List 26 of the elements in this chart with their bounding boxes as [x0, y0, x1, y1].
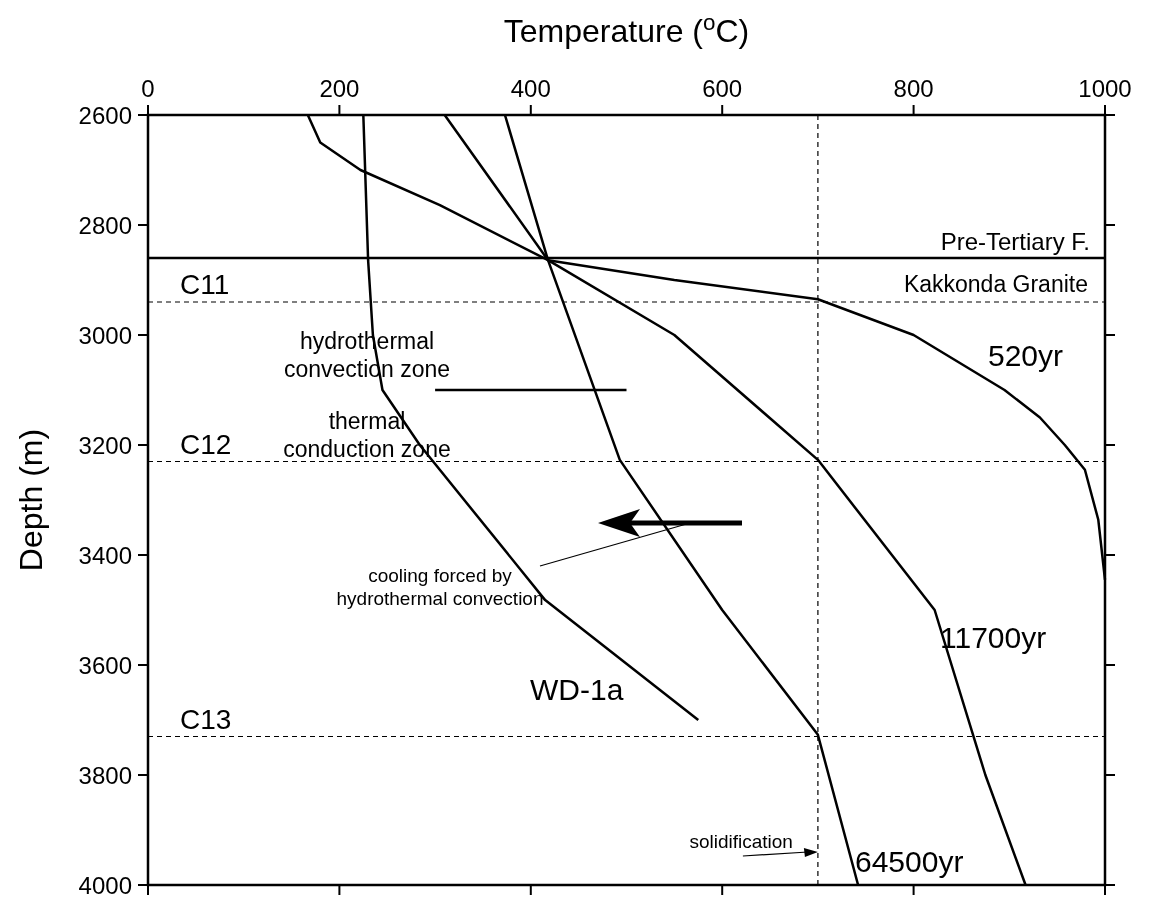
annotation: cooling forced by hydrothermal convection: [336, 565, 544, 609]
ref-line-label: C13: [180, 703, 232, 735]
x-axis-title: Temperature ($^{o}$C): [503, 9, 750, 49]
ref-line-label: C11: [180, 269, 230, 300]
x-tick-label: 1000: [1078, 75, 1132, 102]
series-label: WD-1a: [530, 673, 624, 706]
x-tick-label: 0: [141, 75, 155, 102]
x-tick-label: 600: [702, 75, 743, 102]
x-tick-label: 400: [510, 75, 551, 102]
y-tick-label: 3200: [78, 432, 132, 459]
legend-label: 64500yr: [855, 845, 964, 878]
ref-line-label: C12: [180, 428, 232, 460]
y-tick-label: 4000: [78, 872, 132, 899]
y-axis-title: Depth (m): [13, 428, 49, 572]
series-label: 520yr: [988, 339, 1064, 372]
y-tick-label: 2800: [78, 212, 132, 239]
x-tick-label: 800: [893, 75, 934, 102]
x-tick-label: 200: [319, 75, 360, 102]
y-tick-label: 3800: [78, 762, 132, 789]
y-tick-label: 2600: [78, 102, 132, 129]
ref-line-label: Pre-Tertiary F.: [940, 228, 1090, 255]
y-tick-label: 3000: [78, 322, 132, 349]
y-tick-label: 3400: [78, 542, 132, 569]
y-tick-label: 3600: [78, 652, 132, 679]
annotation: solidification: [689, 831, 793, 852]
annotation: Kakkonda Granite: [903, 271, 1088, 297]
